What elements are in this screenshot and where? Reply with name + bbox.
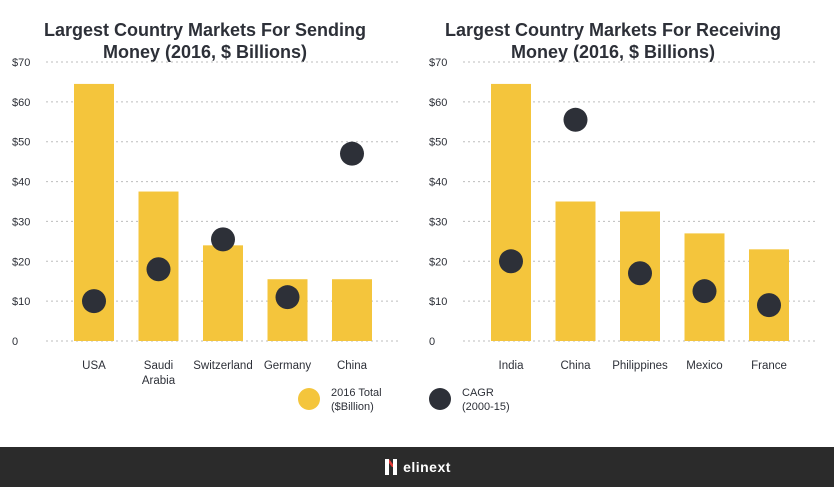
legend-cagr-line-1: CAGR [462,387,494,399]
sending-ytick-label: $50 [12,137,30,149]
receiving-bar [555,201,596,341]
receiving-cagr-dot [563,107,588,132]
sending-chart: 0 $10 $20 $30 $40 $50 $60 $70 USA Saudi Arabia Swit… [12,57,400,387]
sending-ytick-label: 0 [12,336,18,348]
sending-ytick-label: $10 [12,296,30,308]
legend-item-total: 2016 Total ($Billion) [298,386,382,414]
receiving-cagr-dot [757,293,781,318]
receiving-category-label: France [751,360,787,372]
receiving-cagr-dot [628,261,652,286]
sending-bar [332,279,372,341]
legend-bar-swatch [298,388,320,410]
receiving-category-label: Philippines [612,360,668,372]
receiving-chart: 0 $10 $20 $30 $40 $50 $60 $70 India China Philippi… [429,57,817,372]
receiving-ytick-label: $30 [429,216,447,228]
sending-category-label: Germany [264,360,312,372]
sending-ytick-label: $40 [12,177,30,189]
sending-category-label: China [337,360,368,372]
sending-cagr-dot [340,141,364,166]
receiving-category-label: China [560,360,591,372]
receiving-ytick-label: $20 [429,256,447,268]
sending-bar [203,245,243,341]
sending-category-label: Switzerland [193,360,252,372]
receiving-bar [491,83,531,341]
legend-total-line-2: ($Billion) [331,401,374,413]
receiving-ytick-label: $60 [429,97,447,109]
sending-title-line-1: Largest Country Markets For Sending [43,20,367,40]
legend-dot-swatch [429,388,451,410]
receiving-title-line-2: Money (2016, $ Billions) [510,42,716,62]
legend-total-line-1: 2016 Total [331,387,382,399]
sending-category-label: USA [82,360,106,372]
sending-ytick-label: $60 [12,97,30,109]
sending-title-line-2: Money (2016, $ Billions) [102,42,308,62]
elinext-logo-icon [385,459,398,475]
receiving-ytick-label: $10 [429,296,447,308]
receiving-cagr-dot [692,279,717,304]
receiving-ytick-label: $40 [429,177,447,189]
sending-cagr-dot [146,257,171,282]
sending-ytick-label: $30 [12,216,30,228]
receiving-ytick-label: $70 [429,57,447,69]
footer-bar: elinext [0,447,834,487]
sending-cagr-dot [275,285,300,310]
brand[interactable]: elinext [383,457,451,477]
sending-cagr-dot [211,227,235,252]
brand-name: elinext [403,459,451,475]
receiving-chart-title: Largest Country Markets For Receiving Mo… [413,19,813,63]
sending-category-label: Saudi [144,360,173,372]
sending-category-label: Arabia [142,375,176,387]
legend-label-total: 2016 Total ($Billion) [331,386,382,414]
sending-ytick-label: $70 [12,57,30,69]
sending-chart-title: Largest Country Markets For Sending Mone… [5,19,405,63]
receiving-cagr-dot [499,249,523,274]
legend-item-cagr: CAGR (2000-15) [429,386,510,414]
receiving-category-label: Mexico [686,360,722,372]
legend-label-cagr: CAGR (2000-15) [462,386,510,414]
receiving-ytick-label: 0 [429,336,435,348]
receiving-title-line-1: Largest Country Markets For Receiving [444,20,782,40]
legend-cagr-line-2: (2000-15) [462,401,510,413]
sending-ytick-label: $20 [12,256,30,268]
receiving-category-label: India [499,360,525,372]
receiving-ytick-label: $50 [429,137,447,149]
sending-cagr-dot [82,289,106,314]
